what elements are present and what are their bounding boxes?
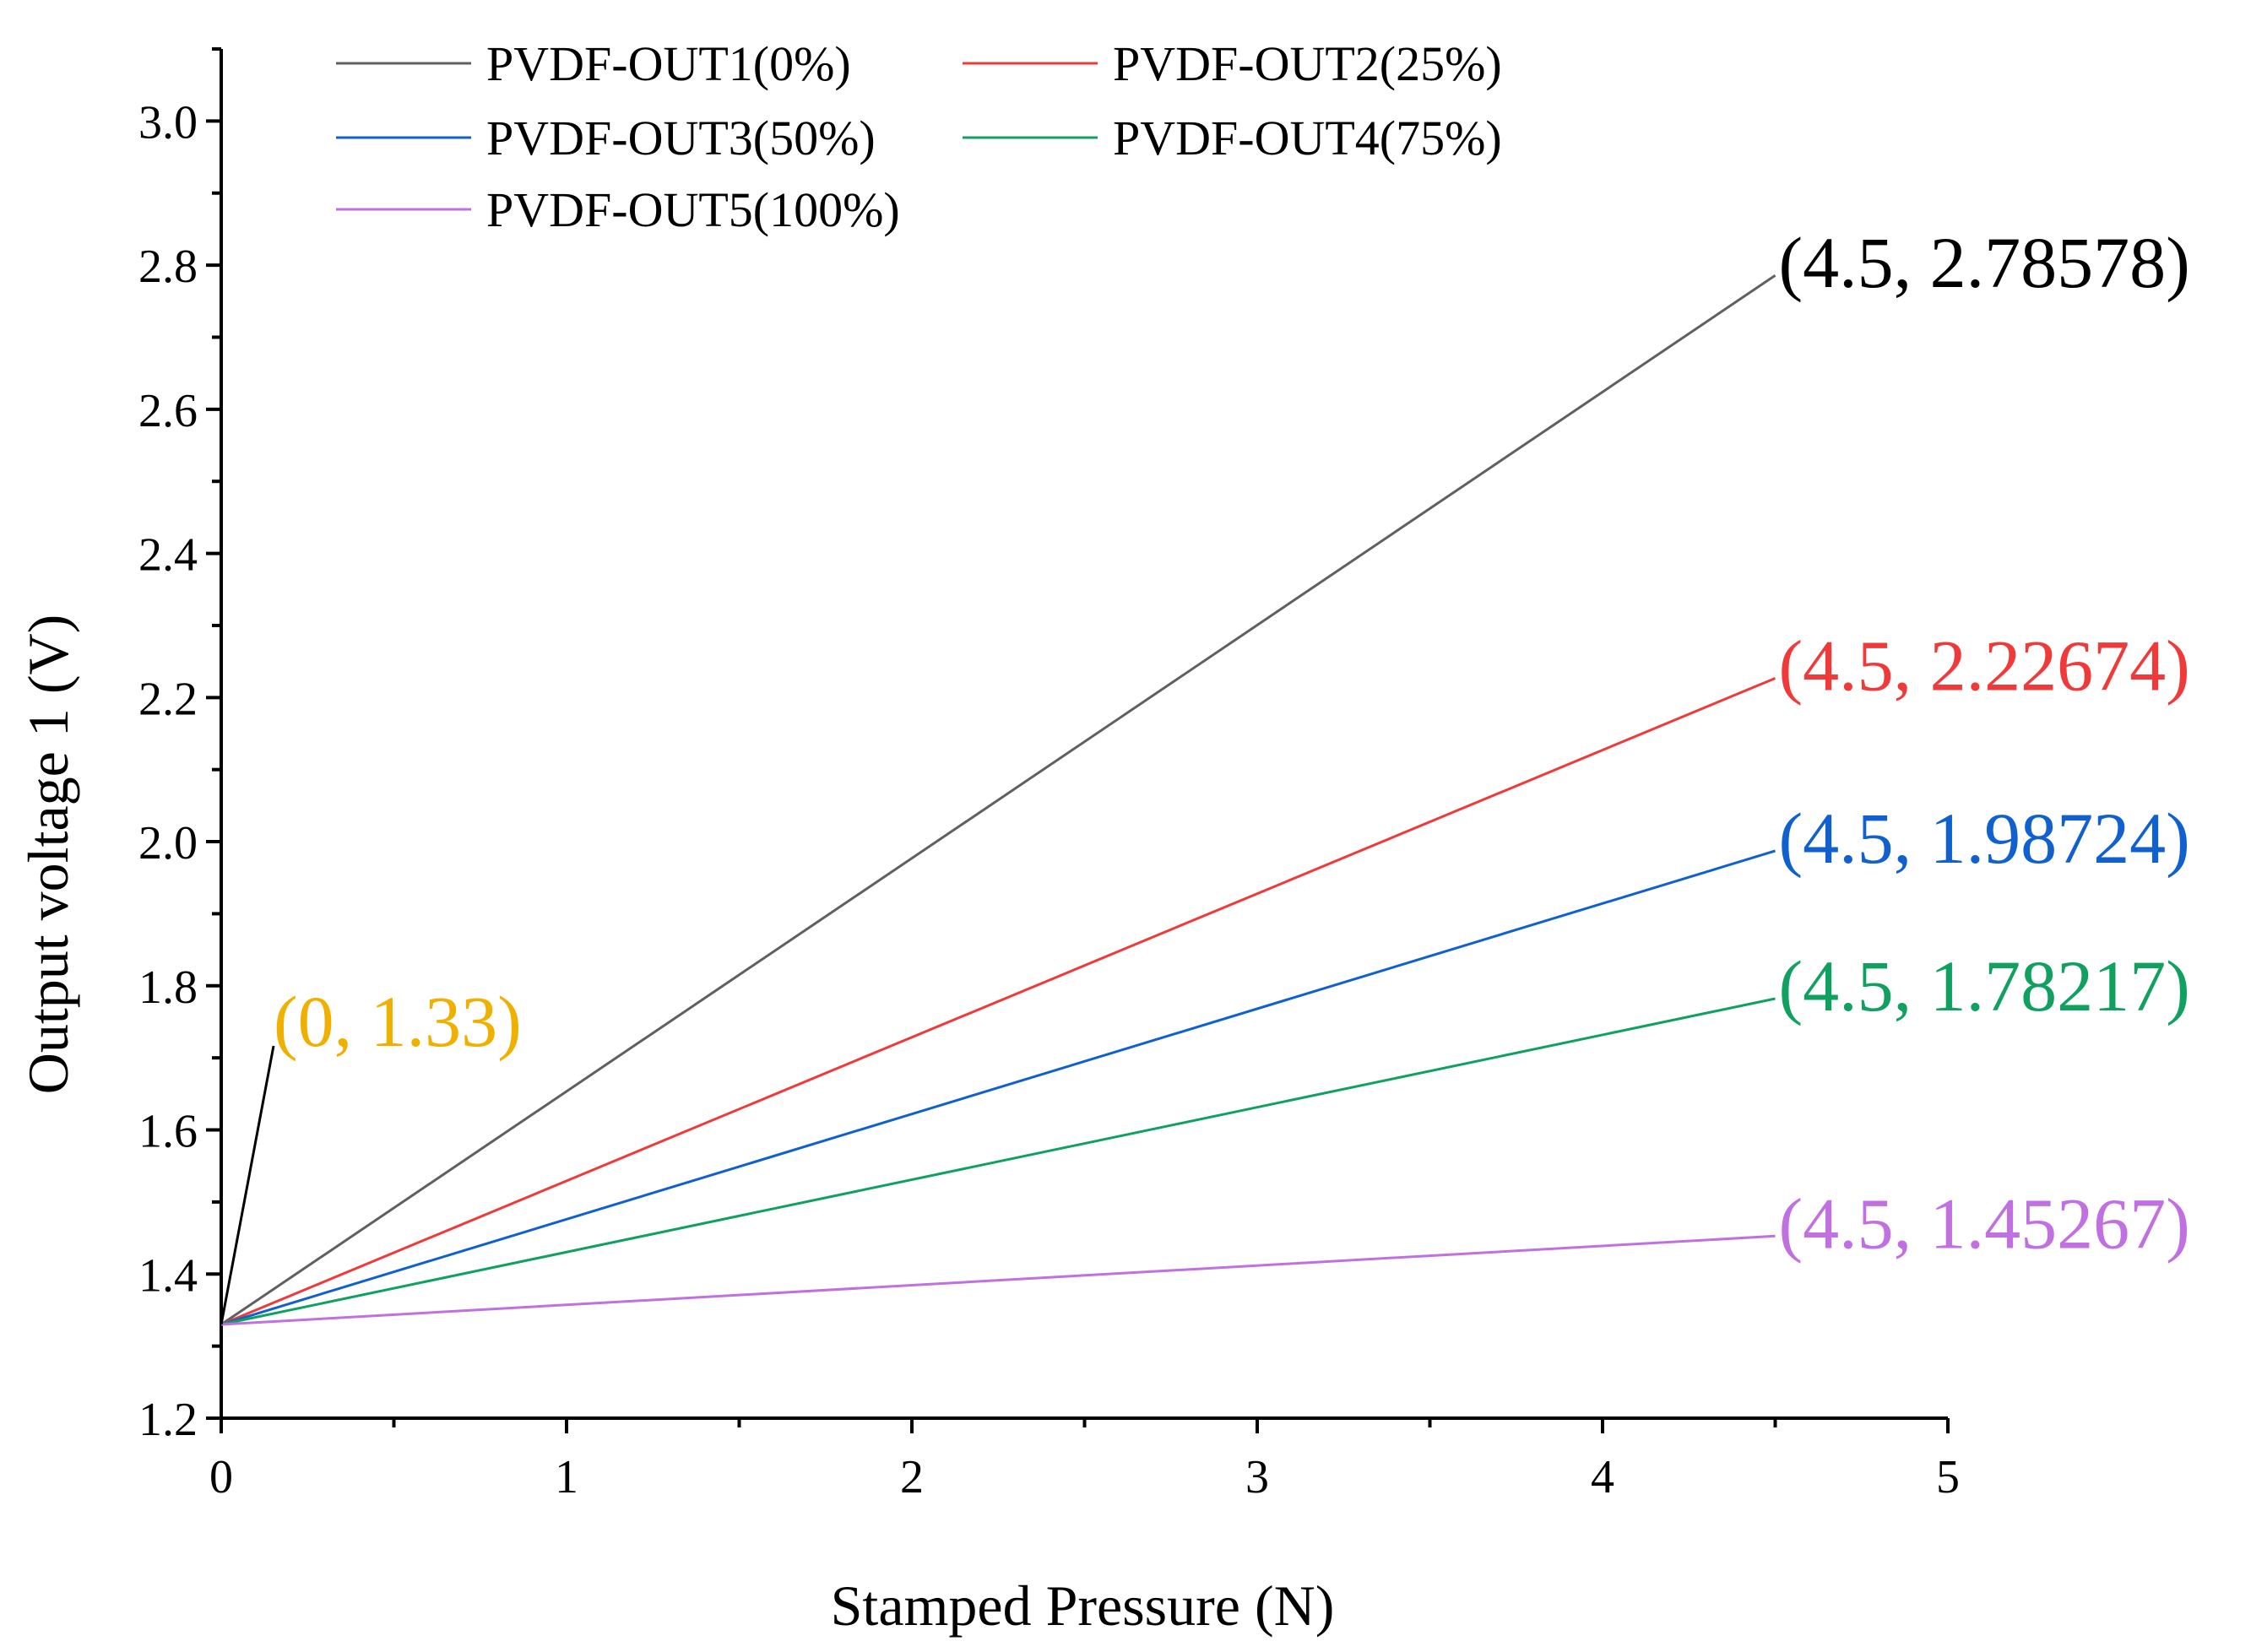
x-tick-label: 0 xyxy=(209,1451,233,1503)
x-tick-label: 3 xyxy=(1245,1451,1269,1503)
series-line-2 xyxy=(220,677,1776,1326)
series-line-4 xyxy=(220,997,1776,1326)
legend-label: PVDF-OUT2(25%) xyxy=(1113,36,1502,91)
y-tick-label: 1.6 xyxy=(138,1106,198,1158)
y-tick-label: 2.4 xyxy=(138,529,198,582)
series-line-5 xyxy=(220,1234,1776,1326)
x-tick-label: 4 xyxy=(1591,1451,1614,1503)
annotation-leader-line xyxy=(220,1045,275,1325)
x-tick-label: 5 xyxy=(1936,1451,1960,1503)
y-tick-label: 1.8 xyxy=(138,961,198,1014)
y-tick-label: 1.2 xyxy=(138,1394,198,1446)
x-axis-title: Stamped Pressure (N) xyxy=(831,1573,1335,1638)
y-tick-label: 3.0 xyxy=(138,96,198,149)
series-line-3 xyxy=(220,849,1776,1326)
y-ticks: 1.2 1.4 1.6 1.8 2.0 2.2 2.4 2.6 2.8 3.0 xyxy=(138,47,221,1446)
axes xyxy=(220,49,1948,1420)
series-line-1 xyxy=(220,274,1776,1326)
annotation-label: (4.5, 1.78217) xyxy=(1779,945,2190,1026)
y-axis-title: Output voltage 1 (V) xyxy=(16,615,80,1094)
y-tick-label: 2.6 xyxy=(138,385,198,437)
annotation-label: (4.5, 1.98724) xyxy=(1779,798,2190,879)
y-tick-label: 2.8 xyxy=(138,241,198,293)
legend-label: PVDF-OUT3(50%) xyxy=(486,111,876,165)
x-tick-label: 2 xyxy=(900,1451,924,1503)
annotation-label: (4.5, 2.78578) xyxy=(1779,222,2190,303)
y-tick-label: 2.0 xyxy=(138,817,198,869)
legend-label: PVDF-OUT5(100%) xyxy=(486,182,900,237)
legend-label: PVDF-OUT1(0%) xyxy=(486,36,851,91)
x-ticks: 0 1 2 3 4 5 xyxy=(209,1418,1960,1503)
y-tick-label: 2.2 xyxy=(138,673,198,725)
legend: PVDF-OUT1(0%) PVDF-OUT2(25%) PVDF-OUT3(50%… xyxy=(336,36,1502,237)
annotation-label: (4.5, 2.22674) xyxy=(1779,625,2190,706)
series-lines xyxy=(220,274,1776,1326)
annotations: (4.5, 2.78578) (4.5, 2.22674) (4.5, 1.9872… xyxy=(220,222,2190,1325)
annotation-label: (0, 1.33) xyxy=(274,981,522,1062)
x-tick-label: 1 xyxy=(555,1451,578,1503)
annotation-label: (4.5, 1.45267) xyxy=(1779,1183,2190,1264)
legend-label: PVDF-OUT4(75%) xyxy=(1113,111,1502,165)
y-tick-label: 1.4 xyxy=(138,1249,198,1302)
